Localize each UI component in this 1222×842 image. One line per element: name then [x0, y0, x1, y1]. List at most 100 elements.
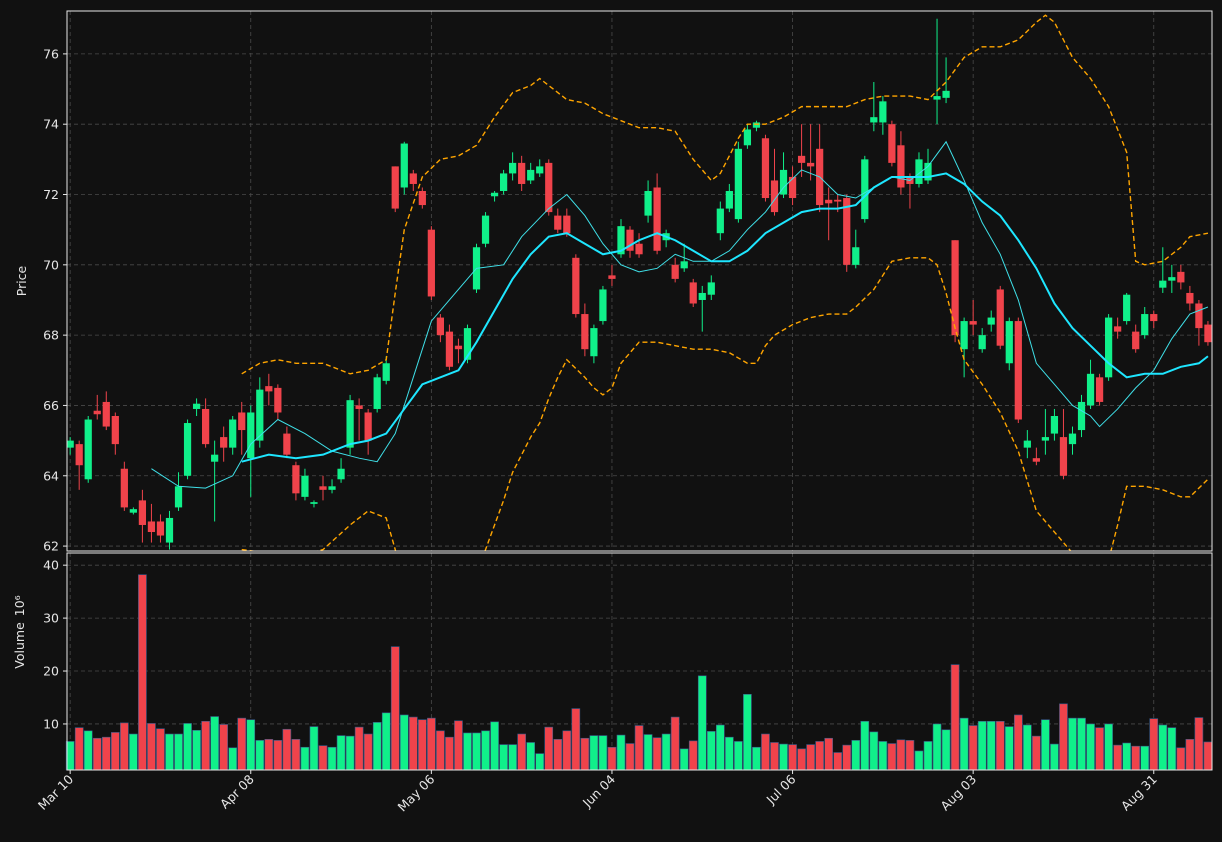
volume-bar: [1013, 714, 1023, 771]
candle-body: [797, 155, 806, 163]
candle-body: [93, 410, 101, 415]
volume-bar: [1194, 717, 1204, 771]
candle-body: [1032, 458, 1040, 462]
volume-bar: [300, 746, 310, 771]
candle-body: [75, 444, 83, 466]
volume-bar: [1131, 745, 1141, 771]
volume-bar: [607, 746, 617, 771]
volume-bar: [445, 736, 454, 771]
volume-bar: [210, 716, 219, 771]
volume-bar: [553, 739, 563, 771]
candle-body: [554, 215, 562, 230]
candle-body: [328, 486, 336, 490]
volume-axis-label: Volume: [12, 622, 27, 669]
candle-body: [725, 191, 733, 209]
candle-body: [1132, 331, 1140, 350]
volume-bar: [472, 732, 481, 771]
candle-body: [391, 166, 399, 209]
candle-body: [1150, 314, 1158, 322]
candle-body: [418, 191, 426, 206]
candle-body: [463, 328, 472, 360]
candle-body: [382, 363, 390, 381]
volume-bar: [806, 744, 815, 771]
candle-body: [581, 314, 589, 350]
volume-bar: [968, 725, 978, 771]
candle-body: [680, 261, 688, 269]
volume-bar: [661, 733, 671, 771]
volume-bar: [833, 752, 843, 771]
volume-bar: [887, 743, 897, 771]
volume-bar: [688, 740, 698, 771]
candle-body: [67, 440, 74, 448]
volume-bar: [761, 733, 770, 771]
candle-body: [951, 240, 959, 336]
candle-body: [1204, 324, 1212, 343]
candle-body: [996, 289, 1004, 346]
volume-bar: [1104, 723, 1113, 771]
candle-body: [635, 243, 643, 255]
volume-bar: [697, 675, 707, 771]
candle-body: [698, 292, 706, 300]
volume-bar: [544, 726, 554, 771]
volume-bar: [860, 721, 870, 771]
volume-bar: [427, 717, 436, 771]
candle-body: [192, 403, 201, 409]
volume-bar: [734, 741, 743, 771]
candle-body: [987, 317, 995, 325]
candle-body: [942, 90, 950, 98]
candle-body: [1068, 433, 1077, 445]
candle-body: [545, 162, 553, 213]
band-line: [241, 257, 1209, 551]
volume-bar: [481, 730, 490, 771]
volume-bar: [1004, 726, 1014, 771]
volume-bar: [120, 722, 129, 771]
volume-bar: [923, 741, 933, 771]
y-tick-label: 74: [43, 117, 59, 132]
volume-bar: [1158, 724, 1168, 771]
volume-bar: [174, 733, 183, 771]
candle-body: [490, 192, 499, 197]
candle-body: [572, 257, 580, 315]
volume-bar: [282, 728, 292, 771]
candle-body: [509, 162, 517, 174]
y-tick-label: 72: [43, 187, 59, 202]
volume-bar: [679, 748, 689, 771]
volume-bar: [237, 717, 247, 771]
candle-body: [301, 475, 309, 497]
volume-bar: [390, 646, 400, 771]
candle-body: [536, 166, 544, 174]
volume-bar: [1140, 745, 1150, 771]
candle-body: [1086, 373, 1095, 406]
volume-bar: [851, 740, 861, 771]
candle-body: [1005, 321, 1013, 364]
candle-body: [156, 521, 165, 536]
volume-bar: [1059, 703, 1068, 771]
candle-body: [400, 143, 408, 188]
volume-bar: [1068, 717, 1077, 771]
volume-bar: [914, 750, 924, 771]
volume-bar: [815, 741, 824, 771]
volume-bar: [1032, 735, 1041, 771]
volume-bar: [1113, 744, 1122, 771]
volume-bar: [743, 694, 752, 771]
candle-body: [319, 486, 327, 490]
candle-body: [1123, 294, 1131, 322]
volume-bar: [291, 739, 301, 771]
candle-body: [220, 437, 228, 448]
candle-body: [84, 419, 92, 480]
candle-body: [518, 162, 526, 184]
candle-body: [1050, 416, 1059, 434]
volume-bar: [932, 723, 942, 771]
volume-bar: [725, 736, 734, 771]
candle-body: [716, 208, 724, 234]
candle-body: [265, 386, 273, 392]
candle-body: [238, 412, 246, 431]
candle-body: [1177, 271, 1185, 283]
candle-body: [436, 317, 445, 336]
volume-bar: [418, 719, 427, 771]
candle-body: [1195, 303, 1203, 329]
volume-bar: [219, 724, 228, 771]
volume-bar: [1077, 717, 1086, 771]
